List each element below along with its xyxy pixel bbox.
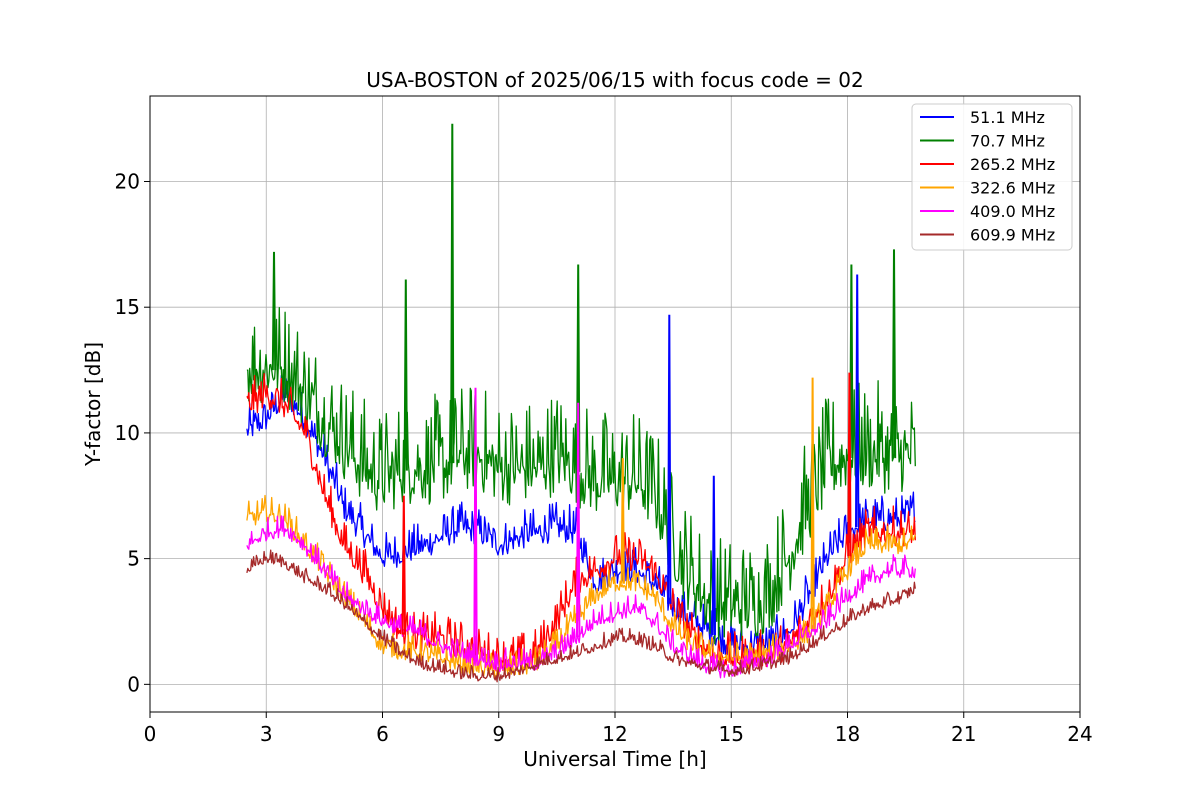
legend-label: 609.9 MHz bbox=[970, 226, 1055, 245]
series-spike bbox=[620, 458, 625, 584]
y-tick-label: 10 bbox=[115, 421, 140, 445]
x-tick-label: 12 bbox=[602, 722, 627, 746]
series-line bbox=[246, 307, 916, 645]
legend-label: 70.7 MHz bbox=[970, 132, 1045, 151]
series-spike bbox=[450, 123, 455, 464]
series-spike bbox=[847, 372, 852, 557]
chart-title: USA-BOSTON of 2025/06/15 with focus code… bbox=[366, 68, 863, 92]
y-tick-label: 15 bbox=[115, 295, 140, 319]
series-spike bbox=[667, 314, 672, 604]
x-tick-label: 21 bbox=[951, 722, 976, 746]
x-axis-ticks: 0 3 6 9 12 15 18 21 24 bbox=[144, 712, 1093, 746]
x-tick-label: 3 bbox=[260, 722, 273, 746]
series-spike bbox=[401, 495, 406, 635]
x-tick-label: 9 bbox=[492, 722, 505, 746]
series-spike bbox=[711, 475, 716, 636]
legend: 51.1 MHz 70.7 MHz 265.2 MHz 322.6 MHz 409.0… bbox=[911, 103, 1073, 251]
x-tick-label: 0 bbox=[144, 722, 157, 746]
legend-label: 322.6 MHz bbox=[970, 179, 1055, 198]
series-spike bbox=[271, 251, 277, 371]
series-line bbox=[246, 374, 916, 659]
series-spike bbox=[576, 402, 581, 638]
x-tick-label: 6 bbox=[376, 722, 389, 746]
series-spike bbox=[403, 279, 408, 471]
series-spike bbox=[891, 249, 897, 459]
y-axis-ticks: 0 5 10 15 20 bbox=[115, 169, 150, 696]
y-tick-label: 20 bbox=[115, 169, 140, 193]
x-axis-label: Universal Time [h] bbox=[523, 747, 706, 771]
series-spike bbox=[810, 377, 815, 630]
y-tick-label: 5 bbox=[127, 547, 140, 571]
x-tick-label: 24 bbox=[1067, 722, 1092, 746]
x-tick-label: 15 bbox=[719, 722, 744, 746]
series-spike bbox=[473, 387, 478, 659]
legend-label: 409.0 MHz bbox=[970, 202, 1055, 221]
legend-label: 51.1 MHz bbox=[970, 108, 1045, 127]
legend-label: 265.2 MHz bbox=[970, 155, 1055, 174]
x-tick-label: 18 bbox=[835, 722, 860, 746]
series-layer bbox=[246, 123, 916, 683]
series-spike bbox=[849, 264, 854, 459]
series-line bbox=[246, 515, 916, 679]
y-axis-label: Y-factor [dB] bbox=[81, 342, 105, 467]
series-line bbox=[246, 549, 916, 683]
series-spike bbox=[855, 274, 860, 528]
y-tick-label: 0 bbox=[127, 672, 140, 696]
